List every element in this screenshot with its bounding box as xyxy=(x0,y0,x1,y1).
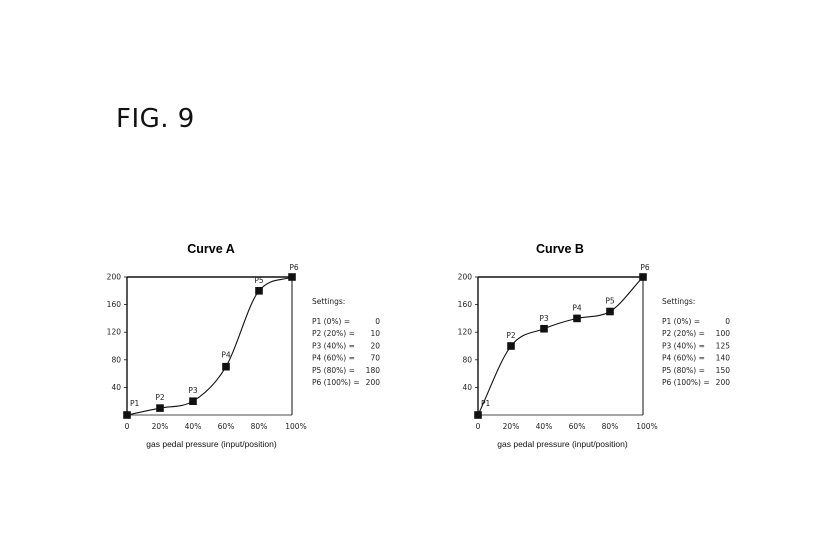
x-tick-label: 100% xyxy=(636,422,657,431)
point-marker-p3 xyxy=(540,324,548,333)
x-tick-label: 100% xyxy=(285,422,306,431)
point-label: P5 xyxy=(605,297,615,306)
point-marker-p4 xyxy=(222,362,230,371)
setting-value: 0 xyxy=(725,317,730,326)
setting-value: 150 xyxy=(716,366,731,375)
setting-label: P3 (40%) = xyxy=(312,341,355,350)
point-label: P4 xyxy=(572,303,582,312)
figure-label: FIG. 9 xyxy=(116,104,195,134)
point-marker-p1 xyxy=(474,411,482,419)
settings-title: Settings: xyxy=(312,297,345,306)
setting-label: P6 (100%) = xyxy=(662,378,710,387)
setting-value: 70 xyxy=(370,354,380,363)
setting-label: P3 (40%) = xyxy=(662,341,705,350)
point-label: P5 xyxy=(254,276,264,285)
x-tick-label: 40% xyxy=(536,422,553,431)
chart-b: Curve B 40 80 120 160 200 0 20% 40% 60% 80% 100% gas… xyxy=(458,242,731,449)
curve-line xyxy=(477,276,644,416)
x-tick-label: 20% xyxy=(152,422,169,431)
setting-label: P2 (20%) = xyxy=(662,329,705,338)
y-tick-label: 80 xyxy=(462,355,472,364)
y-tick-label: 200 xyxy=(107,273,122,282)
point-label: P4 xyxy=(221,351,231,360)
y-tick-label: 120 xyxy=(107,328,122,337)
point-label: P2 xyxy=(506,331,516,340)
point-marker-p5 xyxy=(606,307,614,316)
setting-value: 100 xyxy=(716,329,731,338)
y-tick-label: 160 xyxy=(107,300,122,309)
y-tick-label: 80 xyxy=(111,355,121,364)
point-marker-p4 xyxy=(573,314,581,323)
point-marker-p6 xyxy=(288,273,296,281)
point-label: P2 xyxy=(155,393,165,402)
setting-value: 200 xyxy=(366,378,381,387)
point-label: P3 xyxy=(188,386,198,395)
point-label: P3 xyxy=(539,314,549,323)
setting-label: P4 (60%) = xyxy=(312,354,355,363)
y-tick-label: 120 xyxy=(458,328,473,337)
point-label: P6 xyxy=(289,263,299,272)
setting-label: P1 (0%) = xyxy=(312,317,350,326)
setting-label: P5 (80%) = xyxy=(662,366,705,375)
x-tick-label: 60% xyxy=(569,422,586,431)
x-tick-label: 40% xyxy=(185,422,202,431)
curve-line xyxy=(126,276,293,416)
settings-panel: Settings: P1 (0%) = 0 P2 (20%) = 100 P3 (40%)… xyxy=(662,297,730,387)
setting-label: P4 (60%) = xyxy=(662,354,705,363)
x-tick-label: 80% xyxy=(251,422,268,431)
y-tick-label: 40 xyxy=(462,383,472,392)
point-marker-p2 xyxy=(156,404,164,412)
setting-value: 125 xyxy=(716,341,731,350)
setting-label: P5 (80%) = xyxy=(312,366,355,375)
settings-title: Settings: xyxy=(662,297,695,306)
x-axis-label: gas pedal pressure (input/position) xyxy=(497,439,628,449)
setting-label: P2 (20%) = xyxy=(312,329,355,338)
point-label: P1 xyxy=(130,399,140,408)
x-tick-label: 60% xyxy=(218,422,235,431)
x-tick-label: 0 xyxy=(125,422,130,431)
point-marker-p3 xyxy=(189,397,197,405)
setting-value: 140 xyxy=(716,354,731,363)
setting-value: 10 xyxy=(370,329,380,338)
x-tick-label: 20% xyxy=(503,422,520,431)
y-tick-label: 200 xyxy=(458,273,473,282)
point-label: P1 xyxy=(481,399,491,408)
setting-value: 180 xyxy=(366,366,381,375)
point-marker-p1 xyxy=(123,411,131,419)
setting-label: P6 (100%) = xyxy=(312,378,360,387)
setting-value: 0 xyxy=(375,317,380,326)
point-marker-p2 xyxy=(507,342,515,350)
setting-value: 20 xyxy=(370,341,380,350)
point-marker-p6 xyxy=(639,273,647,281)
point-marker-p5 xyxy=(255,287,263,295)
chart-title: Curve B xyxy=(536,242,584,256)
y-tick-label: 40 xyxy=(111,383,121,392)
setting-value: 200 xyxy=(716,378,731,387)
x-axis-label: gas pedal pressure (input/position) xyxy=(146,439,277,449)
x-tick-label: 0 xyxy=(476,422,481,431)
point-label: P6 xyxy=(640,263,650,272)
setting-label: P1 (0%) = xyxy=(662,317,700,326)
x-tick-label: 80% xyxy=(602,422,619,431)
y-tick-label: 160 xyxy=(458,300,473,309)
chart-title: Curve A xyxy=(187,242,234,256)
settings-panel: Settings: P1 (0%) = 0 P2 (20%) = 10 P3 (40%) … xyxy=(312,297,380,387)
